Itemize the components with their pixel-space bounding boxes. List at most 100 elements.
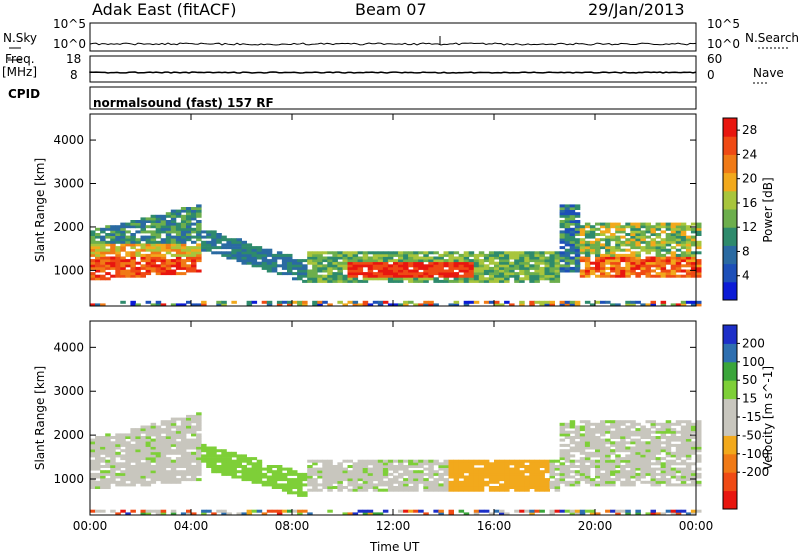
heatmap-cell	[358, 483, 364, 486]
heatmap-cell	[580, 462, 586, 465]
heatmap-cell	[95, 460, 101, 463]
heatmap-cell	[247, 457, 253, 460]
colorbar-tick-label: 12	[742, 220, 757, 234]
heatmap-cell	[550, 473, 556, 476]
heatmap-cell	[469, 489, 475, 492]
heatmap-cell	[610, 449, 616, 452]
heatmap-cell	[398, 460, 404, 463]
heatmap-cell	[196, 460, 202, 463]
heatmap-cell	[418, 470, 424, 473]
heatmap-cell	[226, 470, 232, 473]
heatmap-cell	[242, 257, 248, 260]
heatmap-cell	[130, 220, 136, 223]
heatmap-cell	[337, 486, 343, 489]
heatmap-cell	[620, 428, 626, 431]
heatmap-cell	[615, 460, 621, 463]
heatmap-cell	[141, 272, 147, 275]
heatmap-cell	[151, 510, 157, 513]
heatmap-cell	[383, 264, 389, 267]
heatmap-cell	[585, 447, 591, 450]
heatmap-cell	[161, 447, 167, 450]
heatmap-cell	[267, 270, 273, 273]
heatmap-cell	[363, 262, 369, 265]
heatmap-cell	[257, 465, 263, 468]
heatmap-cell	[125, 483, 131, 486]
heatmap-cell	[95, 277, 101, 280]
heatmap-cell	[130, 233, 136, 236]
heatmap-cell	[100, 470, 106, 473]
heatmap-cell	[383, 465, 389, 468]
heatmap-cell	[671, 460, 677, 463]
heatmap-cell	[337, 270, 343, 273]
heatmap-cell	[438, 489, 444, 492]
heatmap-cell	[524, 476, 530, 479]
heatmap-cell	[534, 489, 540, 492]
heatmap-cell	[358, 478, 364, 481]
heatmap-cell	[423, 489, 429, 492]
heatmap-cell	[514, 259, 520, 262]
heatmap-cell	[494, 272, 500, 275]
heatmap-cell	[575, 481, 581, 484]
heatmap-cell	[590, 267, 596, 270]
heatmap-cell	[378, 264, 384, 267]
heatmap-cell	[181, 217, 187, 220]
heatmap-cell	[661, 272, 667, 275]
heatmap-cell	[312, 483, 318, 486]
heatmap-cell	[570, 426, 576, 429]
heatmap-cell	[262, 251, 268, 254]
heatmap-cell	[322, 483, 328, 486]
heatmap-cell	[550, 277, 556, 280]
heatmap-cell	[297, 491, 303, 494]
heatmap-cell	[565, 460, 571, 463]
heatmap-cell	[565, 259, 571, 262]
heatmap-cell	[433, 483, 439, 486]
heatmap-cell	[287, 483, 293, 486]
heatmap-cell	[620, 420, 626, 423]
heatmap-cell	[161, 217, 167, 220]
heatmap-cell	[539, 465, 545, 468]
heatmap-cell	[201, 249, 207, 252]
heatmap-cell	[671, 264, 677, 267]
heatmap-cell	[100, 447, 106, 450]
heatmap-cell	[625, 426, 631, 429]
heatmap-cell	[640, 481, 646, 484]
heatmap-cell	[494, 264, 500, 267]
heatmap-cell	[95, 457, 101, 460]
heatmap-cell	[161, 473, 167, 476]
heatmap-cell	[444, 272, 450, 275]
heatmap-cell	[509, 262, 514, 265]
heatmap-cell	[646, 460, 652, 463]
heatmap-cell	[590, 433, 596, 436]
heatmap-cell	[247, 473, 253, 476]
heatmap-cell	[105, 243, 111, 246]
heatmap-cell	[595, 454, 601, 457]
heatmap-cell	[130, 465, 136, 468]
heatmap-cell	[635, 225, 641, 228]
heatmap-cell	[489, 257, 495, 260]
heatmap-cell	[95, 510, 101, 513]
heatmap-cell	[161, 267, 167, 270]
heatmap-cell	[529, 275, 535, 278]
heatmap-cell	[166, 238, 172, 241]
heatmap-cell	[580, 249, 586, 252]
heatmap-cell	[605, 241, 611, 244]
heatmap-cell	[403, 270, 409, 273]
heatmap-cell	[514, 267, 520, 270]
heatmap-cell	[216, 470, 222, 473]
heatmap-cell	[337, 478, 343, 481]
heatmap-cell	[519, 257, 525, 260]
heatmap-cell	[504, 489, 510, 492]
heatmap-cell	[610, 481, 616, 484]
heatmap-cell	[560, 431, 566, 434]
heatmap-cell	[176, 428, 182, 431]
heatmap-cell	[575, 257, 581, 260]
heatmap-cell	[216, 241, 222, 244]
heatmap-cell	[620, 431, 626, 434]
heatmap-cell	[216, 449, 222, 452]
heatmap-cell	[651, 436, 657, 439]
heatmap-cell	[146, 262, 152, 265]
heatmap-cell	[378, 460, 384, 463]
heatmap-cell	[201, 246, 207, 249]
heatmap-cell	[393, 251, 399, 254]
heatmap-cell	[151, 241, 157, 244]
